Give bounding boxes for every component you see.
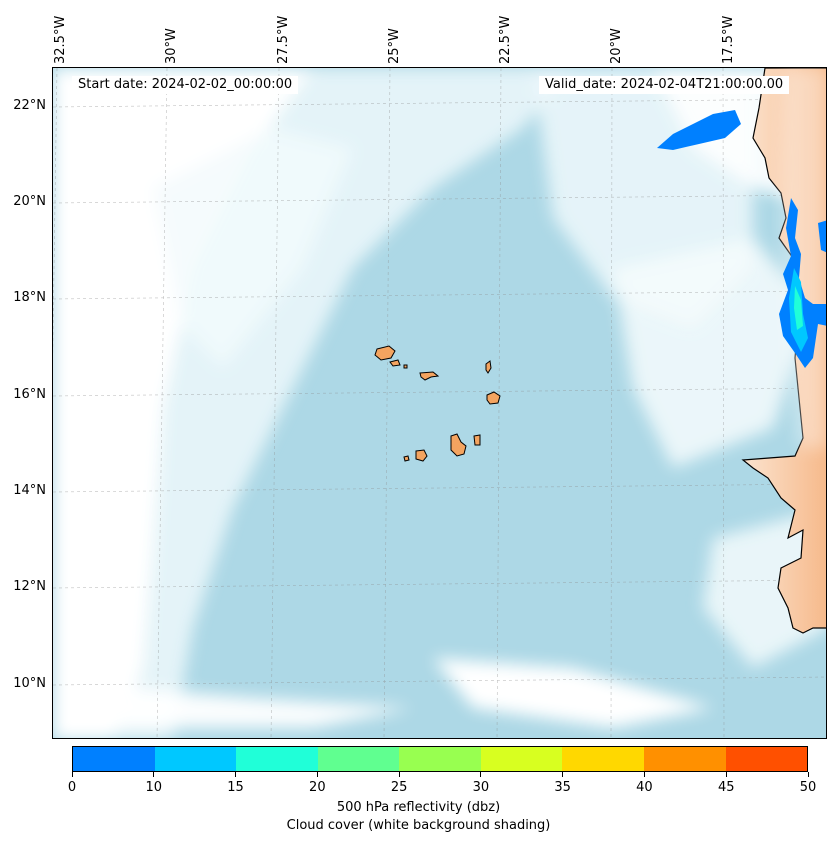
lat-label-14n: 14°N: [13, 483, 46, 498]
colorbar-tick: [235, 772, 237, 777]
lat-label-10n: 10°N: [13, 676, 46, 691]
cape-verde-islands: [374, 345, 501, 462]
colorbar-tick: [316, 772, 318, 777]
colorbar-tick: [398, 772, 400, 777]
colorbar-tick: [562, 772, 564, 777]
lat-label-16n: 16°N: [13, 387, 46, 402]
colorbar-segment: [480, 747, 563, 771]
reflectivity-cell-north: [657, 110, 741, 150]
colorbar-segment: [154, 747, 237, 771]
colorbar-label: 500 hPa reflectivity (dbz): [336, 800, 501, 815]
island-sao-vicente: [389, 359, 401, 367]
lon-label-22-5w: 22.5°W: [498, 15, 513, 64]
island-fogo: [415, 449, 428, 462]
colorbar-segment: [399, 747, 481, 771]
colorbar-tick-label: 15: [227, 780, 244, 795]
colorbar-tick-label: 30: [472, 780, 490, 795]
africa-land: [741, 68, 826, 634]
lon-label-25w: 25°W: [387, 28, 402, 64]
colorbar-tick: [643, 772, 645, 777]
cloud-cover-shading: [53, 68, 826, 738]
colorbar-tick-label: 20: [309, 780, 326, 795]
island-boa-vista: [486, 391, 501, 405]
colorbar-tick-label: 0: [67, 780, 77, 795]
colorbar-segment: [73, 747, 155, 771]
colorbar-sublabel: Cloud cover (white background shading): [286, 818, 551, 833]
lat-label-22n: 22°N: [13, 98, 46, 113]
colorbar-segment: [562, 747, 644, 771]
lon-label-20w: 20°W: [609, 28, 624, 64]
reflectivity-fields: [657, 110, 826, 368]
island-santiago: [450, 433, 467, 457]
island-santa-luzia: [403, 364, 408, 369]
island-brava: [403, 455, 410, 462]
colorbar-segment: [725, 747, 808, 771]
colorbar-tick-label: 25: [390, 780, 408, 795]
island-maio: [473, 434, 481, 446]
start-date-label: Start date: 2024-02-02_00:00:00: [72, 76, 299, 94]
colorbar-segment: [236, 747, 318, 771]
lon-label-27-5w: 27.5°W: [276, 15, 291, 64]
colorbar-tick-label: 45: [717, 780, 735, 795]
colorbar-tick-label: 40: [636, 780, 653, 795]
colorbar-tick: [807, 772, 809, 777]
colorbar-tick: [725, 772, 727, 777]
colorbar-tick: [153, 772, 155, 777]
colorbar-segment: [317, 747, 400, 771]
lon-label-30w: 30°W: [164, 28, 179, 64]
colorbar: [72, 746, 808, 772]
island-santo-antao: [374, 345, 396, 361]
lon-label-32-5w: 32.5°W: [53, 15, 68, 64]
colorbar-segment: [643, 747, 726, 771]
lat-label-20n: 20°N: [13, 194, 46, 209]
map-panel[interactable]: [52, 67, 827, 739]
colorbar-tick: [480, 772, 482, 777]
map-canvas: [53, 68, 826, 738]
colorbar-tick-label: 35: [554, 780, 571, 795]
colorbar-tick-label: 10: [145, 780, 163, 795]
colorbar-tick-label: 50: [799, 780, 817, 795]
lat-label-12n: 12°N: [13, 579, 46, 594]
lat-label-18n: 18°N: [13, 290, 46, 305]
graticule: [53, 68, 826, 738]
valid-date-label: Valid_date: 2024-02-04T21:00:00.00: [539, 76, 790, 94]
lon-label-17-5w: 17.5°W: [721, 15, 736, 64]
reflectivity-cell-coastal-core: [794, 286, 803, 330]
island-sal: [485, 360, 492, 374]
island-sao-nicolau: [419, 371, 440, 381]
colorbar-tick: [71, 772, 73, 777]
reflectivity-cell-east-edge: [818, 220, 826, 253]
